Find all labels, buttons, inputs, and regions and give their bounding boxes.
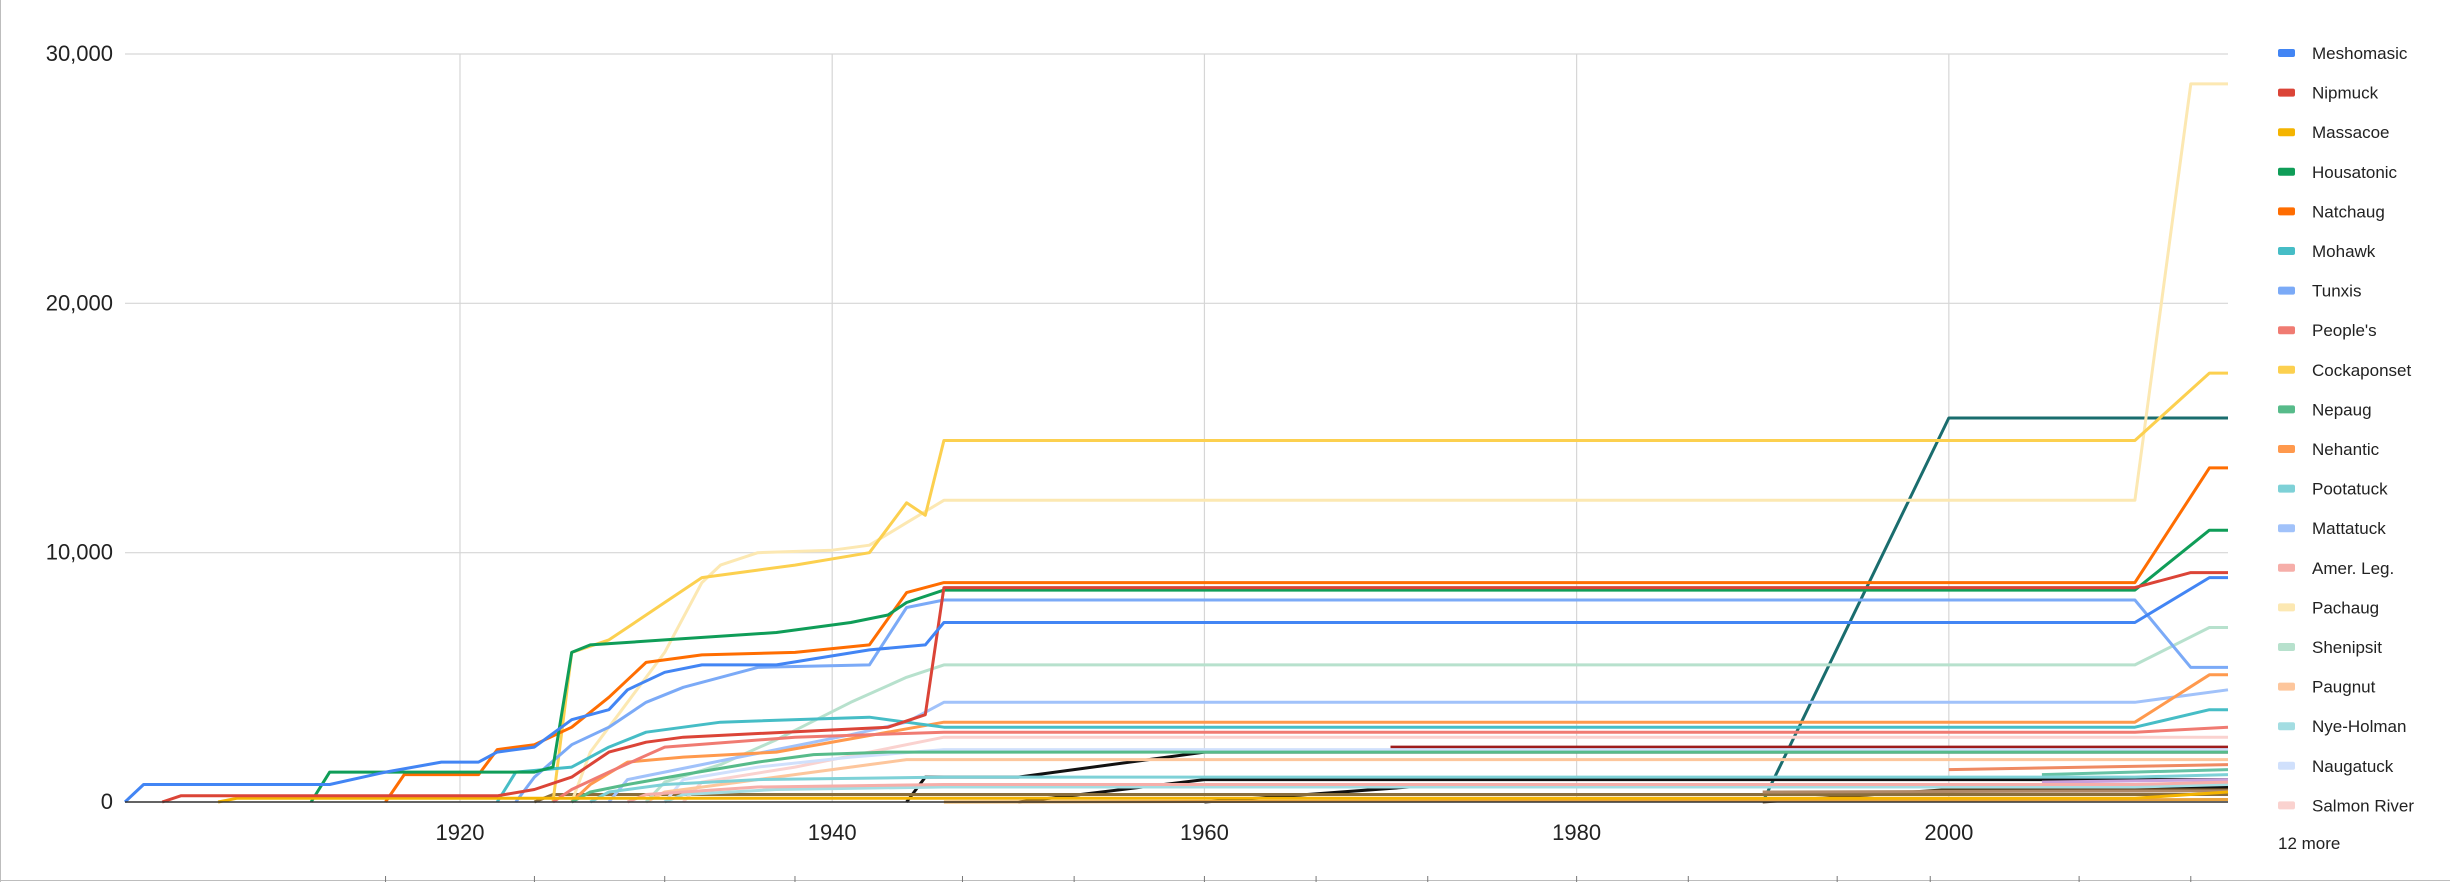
unlisted-series-line	[2041, 768, 2229, 777]
series-line-natchaug	[384, 466, 2228, 803]
legend-label: People's	[2312, 321, 2377, 340]
legend-label: Nye-Holman	[2312, 717, 2406, 736]
legend-swatch	[2278, 405, 2295, 414]
series-line-nye-holman	[664, 783, 2229, 804]
x-tick-label: 1920	[436, 820, 485, 845]
legend-more-link[interactable]: 12 more	[2278, 834, 2340, 853]
legend-swatch	[2278, 643, 2295, 651]
legend-label: Housatonic	[2312, 163, 2398, 182]
legend-item[interactable]: Nipmuck	[2278, 84, 2379, 103]
legend-label: Nipmuck	[2312, 84, 2379, 103]
legend-label: Amer. Leg.	[2312, 559, 2394, 578]
legend-item[interactable]: Meshomasic	[2278, 44, 2408, 63]
series-line-pachaug	[570, 82, 2228, 803]
series-line-massacoe	[217, 790, 2229, 804]
legend-label: Meshomasic	[2312, 44, 2408, 63]
x-tick-label: 2000	[1924, 820, 1973, 845]
legend-item[interactable]: People's	[2278, 321, 2377, 340]
legend-item[interactable]: Tunxis	[2278, 282, 2361, 301]
series-line-nehantic	[570, 673, 2228, 804]
legend-swatch	[2278, 326, 2295, 335]
unlisted-series-line	[1761, 416, 2228, 803]
y-tick-label: 20,000	[46, 290, 113, 315]
unlisted-series-line	[2041, 778, 2229, 784]
legend-item[interactable]: Pootatuck	[2278, 480, 2388, 499]
legend-swatch	[2278, 207, 2295, 216]
legend-item[interactable]: Shenipsit	[2278, 638, 2382, 657]
legend-item[interactable]: Housatonic	[2278, 163, 2398, 182]
legend-swatch	[2278, 484, 2295, 493]
legend-label: Shenipsit	[2312, 638, 2382, 657]
series-line-people-s	[552, 725, 2229, 804]
legend-item[interactable]: Natchaug	[2278, 202, 2385, 221]
y-axis-tick-labels: 0 10,000 20,000 30,000	[46, 41, 113, 814]
y-tick-label: 10,000	[46, 540, 113, 565]
series-line-meshomasic	[123, 576, 2228, 804]
legend-item[interactable]: Nye-Holman	[2278, 717, 2406, 736]
y-tick-label: 30,000	[46, 41, 113, 66]
series-line-naugatuck	[663, 748, 2228, 803]
series-lines	[123, 82, 2229, 804]
series-line-mohawk	[495, 708, 2228, 803]
series-line-amer-leg	[626, 780, 2229, 804]
legend-item[interactable]: Naugatuck	[2278, 757, 2394, 776]
legend-swatch	[2278, 603, 2295, 612]
legend-swatch	[2278, 247, 2295, 255]
legend-item[interactable]: Amer. Leg.	[2278, 559, 2394, 578]
legend-label: Natchaug	[2312, 202, 2385, 221]
legend-label: Paugnut	[2312, 678, 2376, 697]
unlisted-series-line	[1762, 789, 2229, 794]
y-tick-label: 0	[101, 789, 113, 814]
legend-label: Cockaponset	[2312, 361, 2412, 380]
legend-label: Salmon River	[2312, 796, 2414, 815]
bottom-tick-marks	[385, 876, 2192, 882]
legend-swatch	[2278, 761, 2295, 770]
legend-swatch	[2278, 524, 2295, 533]
legend-swatch	[2278, 365, 2295, 374]
legend-swatch	[2278, 88, 2295, 97]
legend-swatch	[2278, 445, 2295, 453]
legend-label: Mattatuck	[2312, 519, 2386, 538]
legend-label: Pootatuck	[2312, 480, 2388, 499]
legend-label: Tunxis	[2312, 282, 2361, 301]
legend-label: Naugatuck	[2312, 757, 2394, 776]
legend-item[interactable]: Paugnut	[2278, 678, 2376, 697]
unlisted-series-line	[1948, 763, 2229, 772]
legend-swatch	[2278, 722, 2295, 731]
legend-item[interactable]: Nehantic	[2278, 440, 2380, 459]
legend-item[interactable]: Cockaponset	[2278, 361, 2412, 380]
legend-swatch	[2278, 682, 2295, 691]
legend: Meshomasic Nipmuck Massacoe Housatonic Natch…	[2278, 44, 2414, 853]
legend-item[interactable]: Massacoe	[2278, 123, 2389, 142]
legend-label: Pachaug	[2312, 598, 2379, 617]
legend-swatch	[2278, 286, 2295, 295]
legend-swatch	[2278, 801, 2295, 810]
legend-item[interactable]: Pachaug	[2278, 598, 2379, 617]
legend-item[interactable]: Salmon River	[2278, 796, 2414, 815]
legend-item[interactable]: Mattatuck	[2278, 519, 2386, 538]
legend-label: Massacoe	[2312, 123, 2389, 142]
legend-swatch	[2278, 49, 2295, 57]
series-line-nipmuck	[161, 571, 2228, 804]
legend-label: Mohawk	[2312, 242, 2376, 261]
legend-swatch	[2278, 563, 2295, 572]
x-tick-label: 1960	[1180, 820, 1229, 845]
series-line-paugnut	[645, 758, 2228, 804]
series-line-housatonic	[309, 528, 2228, 803]
series-line-pootatuck	[589, 773, 2229, 804]
x-tick-label: 1980	[1552, 820, 1601, 845]
legend-swatch	[2278, 128, 2295, 137]
series-line-tunxis	[514, 598, 2228, 803]
legend-label: Nepaug	[2312, 400, 2372, 419]
legend-swatch	[2278, 167, 2295, 176]
x-tick-label: 1940	[808, 820, 857, 845]
x-axis-tick-labels: 1920 1940 1960 1980 2000	[436, 820, 1974, 845]
legend-label: Nehantic	[2312, 440, 2380, 459]
legend-item[interactable]: Nepaug	[2278, 400, 2372, 419]
series-line-cockaponset	[551, 371, 2228, 803]
legend-item[interactable]: Mohawk	[2278, 242, 2376, 261]
series-line-nepaug	[570, 750, 2228, 804]
